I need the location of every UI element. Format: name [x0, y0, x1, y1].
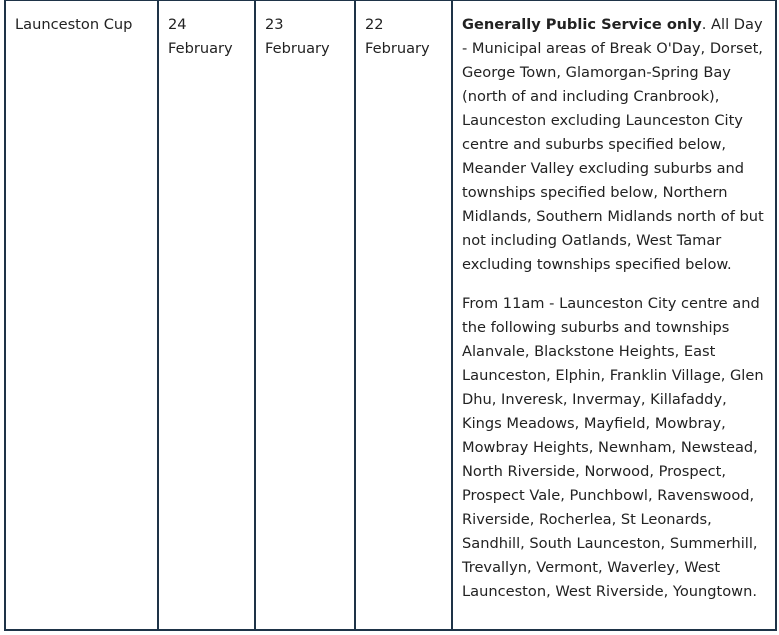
date-day: 24: [168, 16, 187, 33]
date-day: 23: [265, 16, 284, 33]
event-name: Launceston Cup: [15, 16, 133, 33]
holiday-table: Launceston Cup 24 February 23 February 2…: [4, 0, 777, 631]
all-day-areas: . All Day - Municipal areas of Break O'D…: [462, 16, 764, 273]
date-day: 22: [365, 16, 384, 33]
date-month: February: [168, 40, 233, 57]
service-type: Generally Public Service only: [462, 16, 702, 33]
details-paragraph-1: Generally Public Service only. All Day -…: [462, 13, 769, 277]
event-cell: Launceston Cup: [4, 0, 159, 631]
date-cell-1: 24 February: [157, 0, 256, 631]
date-cell-3: 22 February: [354, 0, 453, 631]
details-cell: Generally Public Service only. All Day -…: [451, 0, 777, 631]
date-month: February: [265, 40, 330, 57]
date-cell-2: 23 February: [254, 0, 356, 631]
table-row: Launceston Cup 24 February 23 February 2…: [4, 0, 777, 631]
date-month: February: [365, 40, 430, 57]
details-paragraph-2: From 11am - Launceston City centre and t…: [462, 295, 764, 600]
